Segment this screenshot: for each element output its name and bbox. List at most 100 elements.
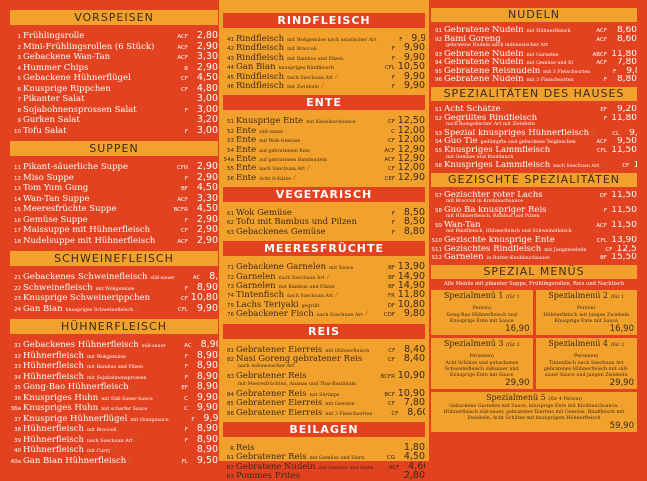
menu-item[interactable]: 46 Rindfleisch mit Zwiebeln ⁄ F 9,90 [223, 81, 425, 90]
menu-item[interactable]: 6 Knusprige Rippchen CF 4,80 [10, 84, 219, 95]
menu-item[interactable]: 21 Gebackenes Schweinefleisch süß-sauer AC 8… [10, 272, 218, 283]
menu-item[interactable]: 72 Garnelen nach Szechuan Art ⁄ BF 14,90 [223, 272, 425, 281]
menu-item[interactable]: 8 Sojabohnensprossen Salat F 3,00 [10, 105, 219, 116]
menu-item[interactable]: 84 Gebratener Reis mit Shrimps BCF 10,90 [223, 389, 425, 398]
menu-item[interactable]: 35 Gong-Bao Hühnerfleisch ⁄ EF 8,90 [10, 382, 218, 393]
menu-item[interactable]: 33 Hühnerfleisch mit Bambus und Pilzen F 8,9… [10, 361, 218, 372]
menu-item[interactable]: R1 Gebratener Reis mit Gemüse und Eiern CG 4… [223, 452, 425, 461]
menu-item[interactable]: 93 Gebratene Nudeln mit Garnelen ABCF 11,80 [431, 50, 637, 59]
menu-item[interactable]: 10 Tofu Salat F 3,00 [10, 126, 218, 137]
menu-item[interactable]: 62 Tofu mit Bambus und Pilzen F 8,50 [223, 217, 425, 226]
menu-item[interactable]: 32 Hühnerfleisch mit Wokgemüse F 8,90 [10, 351, 218, 362]
menu-item[interactable]: 75 Lachs Teriyaki gegrillt DF 10,80 [223, 300, 425, 309]
menu-item[interactable]: S8 Guo Ba knuspriger Reis F 11,50 [431, 206, 637, 215]
menu-item[interactable]: 23 Knusprige Schweinerippchen CF 10,80 [10, 293, 218, 304]
menu-item[interactable]: 37 Knusprige Hühnerflügel mit Honigsauce F 9… [10, 414, 218, 425]
menu-item[interactable]: 7 Pikanter Salat 3,00 [10, 94, 219, 105]
item-price: 2,90 [196, 214, 218, 225]
menu-item[interactable]: 36 Knuspriges Huhn mit Süß-Sauer-Sauce C 9,9… [10, 393, 218, 404]
menu-item[interactable]: 94 Gebratene Nudeln mit Gemüse und Ei ACF 7,… [431, 58, 637, 67]
menu-item[interactable]: 22 Schweinefleisch mit Wokgemüse F 8,90 [10, 283, 218, 294]
menu-item[interactable]: 34 Hühnerfleisch mit Sojabohnensprossen F 8,… [10, 372, 218, 383]
menu-item[interactable]: S7 Gezischter roter Lachs DF 11,50 [431, 191, 637, 200]
menu-item[interactable]: 4 Hummer Chips B 2,90 [10, 63, 219, 74]
menu-item[interactable]: 86 Gebratener Eierreis mit 3 Fleischsorten… [223, 408, 425, 417]
menu-item[interactable]: S1 Acht Schätze ⁄ EF 9,20 [431, 105, 637, 114]
menu-item[interactable]: 71 Gebackene Garnelen mit Sauce BF 13,90 [223, 262, 425, 271]
menu-item[interactable]: R Reis 1,80 [223, 443, 425, 452]
menu-item[interactable]: 11 Pikant-säuerliche Suppe CFN 2,90 [10, 162, 218, 173]
menu-item[interactable]: R2 Gebratene Nudeln mit Gemüse und Eiern AC… [223, 462, 425, 471]
item-name: Gebackene Wan-Tan [23, 52, 111, 62]
menu-item[interactable]: 83 Gebratener Reis BCFR 10,90 [223, 371, 425, 380]
menu-item[interactable]: R3 Pommes Frites 2,80 [223, 471, 425, 480]
menu-item[interactable]: 5 Gebackene Hühnerflügel CF 4,50 [10, 73, 219, 84]
menu-item[interactable]: 15 Meeresfrüchte Suppe BCFR 4,50 [10, 204, 218, 215]
item-description: mit Wokgemüse [95, 286, 135, 292]
menu-item[interactable]: 92 Bami Goreng ACF 8,60 [431, 35, 637, 44]
menu-item[interactable]: 82 Nasi Goreng gebratener Reis CF 8,40 [223, 354, 425, 363]
menu-item[interactable]: 73 Garnelen mit Bambus und Pilzen BF 14,90 [223, 281, 425, 290]
item-description: mit Shrimps [309, 392, 340, 398]
menu-item[interactable]: 18 Nudelsuppe mit Hühnerfleisch ACF 2,90 [10, 236, 218, 247]
menu-item[interactable]: 96 Gebratene Nudeln mit 3 Fleischsorten F 8,… [431, 75, 637, 84]
menu-item[interactable]: 52 Ente süß-sauer C 12,00 [223, 126, 425, 135]
menu-item[interactable]: 41 Rindfleisch mit Wokgemüse nach asiatisc… [223, 34, 425, 43]
item-name: Gebackene Hühnerflügel [23, 73, 131, 83]
special-menu-card[interactable]: Spezialmenü 4 (für 2 Personen) Tintenfisc… [535, 337, 637, 389]
item-description: nach Szechuan Art [259, 167, 306, 173]
menu-item[interactable]: 53 Ente mit Wok-Gemüse CF 12,00 [223, 135, 425, 144]
menu-item[interactable]: 81 Gebratener Eierreis mit Hühnerfleisch CF… [223, 345, 425, 354]
menu-item[interactable]: 38 Hühnerfleisch mit Broccoli F 8,90 [10, 424, 218, 435]
item-price: 8,40 [403, 353, 425, 364]
menu-item[interactable]: 56 Ente Acht Schätze ⁄ CEF 12,90 [223, 173, 425, 182]
menu-item[interactable]: 31 Gebackenes Hühnerfleisch süß-sauer AC 8,9… [10, 340, 218, 351]
menu-item[interactable]: 24 Gan Bian knuspriges Schweinefleisch ⁄ CFL… [10, 304, 218, 315]
menu-item[interactable]: 54a Ente auf gebratenen Bandnudeln ACF 12,90 [223, 154, 425, 163]
menu-item[interactable]: 61 Wok Gemüse F 8,50 [223, 208, 425, 217]
special-menu-card[interactable]: Spezialmenü 5 (für 4 Person) Gebackene Ga… [431, 391, 637, 432]
menu-item[interactable]: 36a Knuspriges Huhn mit scharfer Sauce C 9,9… [10, 403, 218, 414]
item-price: 12,90 [397, 172, 425, 183]
menu-item[interactable]: 1 Frühlingsrolle ACF 2,80 [10, 31, 219, 42]
special-menu-card[interactable]: Spezialmenü 2 (für 1 Person) Hühnerfleisc… [535, 289, 637, 335]
menu-item[interactable]: 42 Rindfleisch mit Broccoli F 9,90 [223, 43, 425, 52]
menu-item[interactable]: 13 Tom Yum Gung BF 4,50 [10, 183, 218, 194]
menu-item[interactable]: 85 Gebratener Eierreis mit Gemüse CF 7,80 [223, 398, 425, 407]
menu-item[interactable]: S6 Knuspriges Lammfleisch nach Szechuan Ar… [431, 161, 637, 170]
allergen-codes: CF [180, 296, 188, 302]
special-menu-card[interactable]: Spezialmenü 1 (für 1 Person) Gong-Bao Hüh… [431, 289, 533, 335]
menu-item[interactable]: 54 Ente auf gebratenem Reis ACF 12,90 [223, 145, 425, 154]
menu-item[interactable]: 63 Gebackenes Gemüse F 8,80 [223, 227, 425, 236]
menu-item[interactable]: 76 Gebackener Fisch nach Szechuan Art ⁄ CDF 9… [223, 309, 425, 318]
menu-item[interactable]: 39 Hühnerfleisch nach Szechuan Art ⁄ F 8,90 [10, 435, 218, 446]
menu-item[interactable]: 45 Rindfleisch nach Szechuan Art ⁄ F 9,90 [223, 72, 425, 81]
menu-item[interactable]: 51 Knusprige Ente mit Knoblauchsauce CF 12,5… [223, 116, 425, 125]
menu-item[interactable]: S12 Garnelen in Butter-Knoblauchsauce BF 15,… [431, 253, 638, 262]
menu-item[interactable]: 40 Hühnerfleisch mit Curry ⁄ 8,90 [10, 445, 218, 456]
menu-item[interactable]: 2 Mini-Frühlingsrollen (6 Stück) ACF 2,90 [10, 42, 219, 53]
menu-item[interactable]: S5 Knuspriges Lammfleisch CFL 11,50 [431, 146, 637, 155]
menu-item[interactable]: 95 Gebratene Reisnudeln mit 3 Fleischsorte… [431, 67, 637, 76]
menu-section: Meeresfrüchte 71 Gebackene Garnelen mit Sau… [223, 241, 425, 319]
menu-item[interactable]: 91 Gebratene Nudeln mit Hühnerfleisch ACF 8,… [431, 26, 637, 35]
item-number: 17 [14, 228, 21, 234]
item-description: nach Szechuan Art [278, 275, 325, 281]
menu-item[interactable]: 16 Gemüse Suppe F 2,90 [10, 215, 218, 226]
menu-item[interactable]: S9 Wan-Tan ACF 11,50 [431, 221, 637, 230]
menu-item[interactable]: 9 Gurken Salat 3,20 [10, 115, 219, 126]
menu-item[interactable]: 3 Gebackene Wan-Tan ACF 3,30 [10, 52, 219, 63]
menu-item[interactable]: 14 Wan-Tan Suppe ACF 3,30 [10, 194, 218, 205]
special-menu-card[interactable]: Spezialmenü 3 (für 2 Personen) Acht Schät… [431, 337, 533, 389]
menu-item[interactable]: S11 Gezischtes Rindfleisch mit Jungzwiebel… [431, 245, 638, 254]
menu-item[interactable]: S10 Gezischte knusprige Ente CFL 13,90 [431, 236, 638, 245]
menu-item[interactable]: 74 Tintenfisch nach Szechuan Art ⁄ FR 11,80 [223, 290, 425, 299]
menu-item[interactable]: S4 Guo Tie gedämpfte und gebackene Teigtas… [431, 137, 637, 146]
menu-item[interactable]: 55 Ente nach Szechuan Art ⁄ CF 12,00 [223, 163, 425, 172]
menu-item[interactable]: 44 Gan Bian knuspriges Rindfleisch CFL 10,50 [223, 62, 425, 71]
menu-item[interactable]: 12 Miso Suppe F 2,90 [10, 173, 218, 184]
menu-item[interactable]: 17 Maissuppe mit Hühnerfleisch CF 2,90 [10, 225, 218, 236]
menu-item[interactable]: 43 Rindfleisch mit Bambus und Pilzen F 9,90 [223, 53, 425, 62]
menu-item[interactable]: S2 Gegrilltes Rindfleisch F 11,80 [431, 114, 637, 123]
